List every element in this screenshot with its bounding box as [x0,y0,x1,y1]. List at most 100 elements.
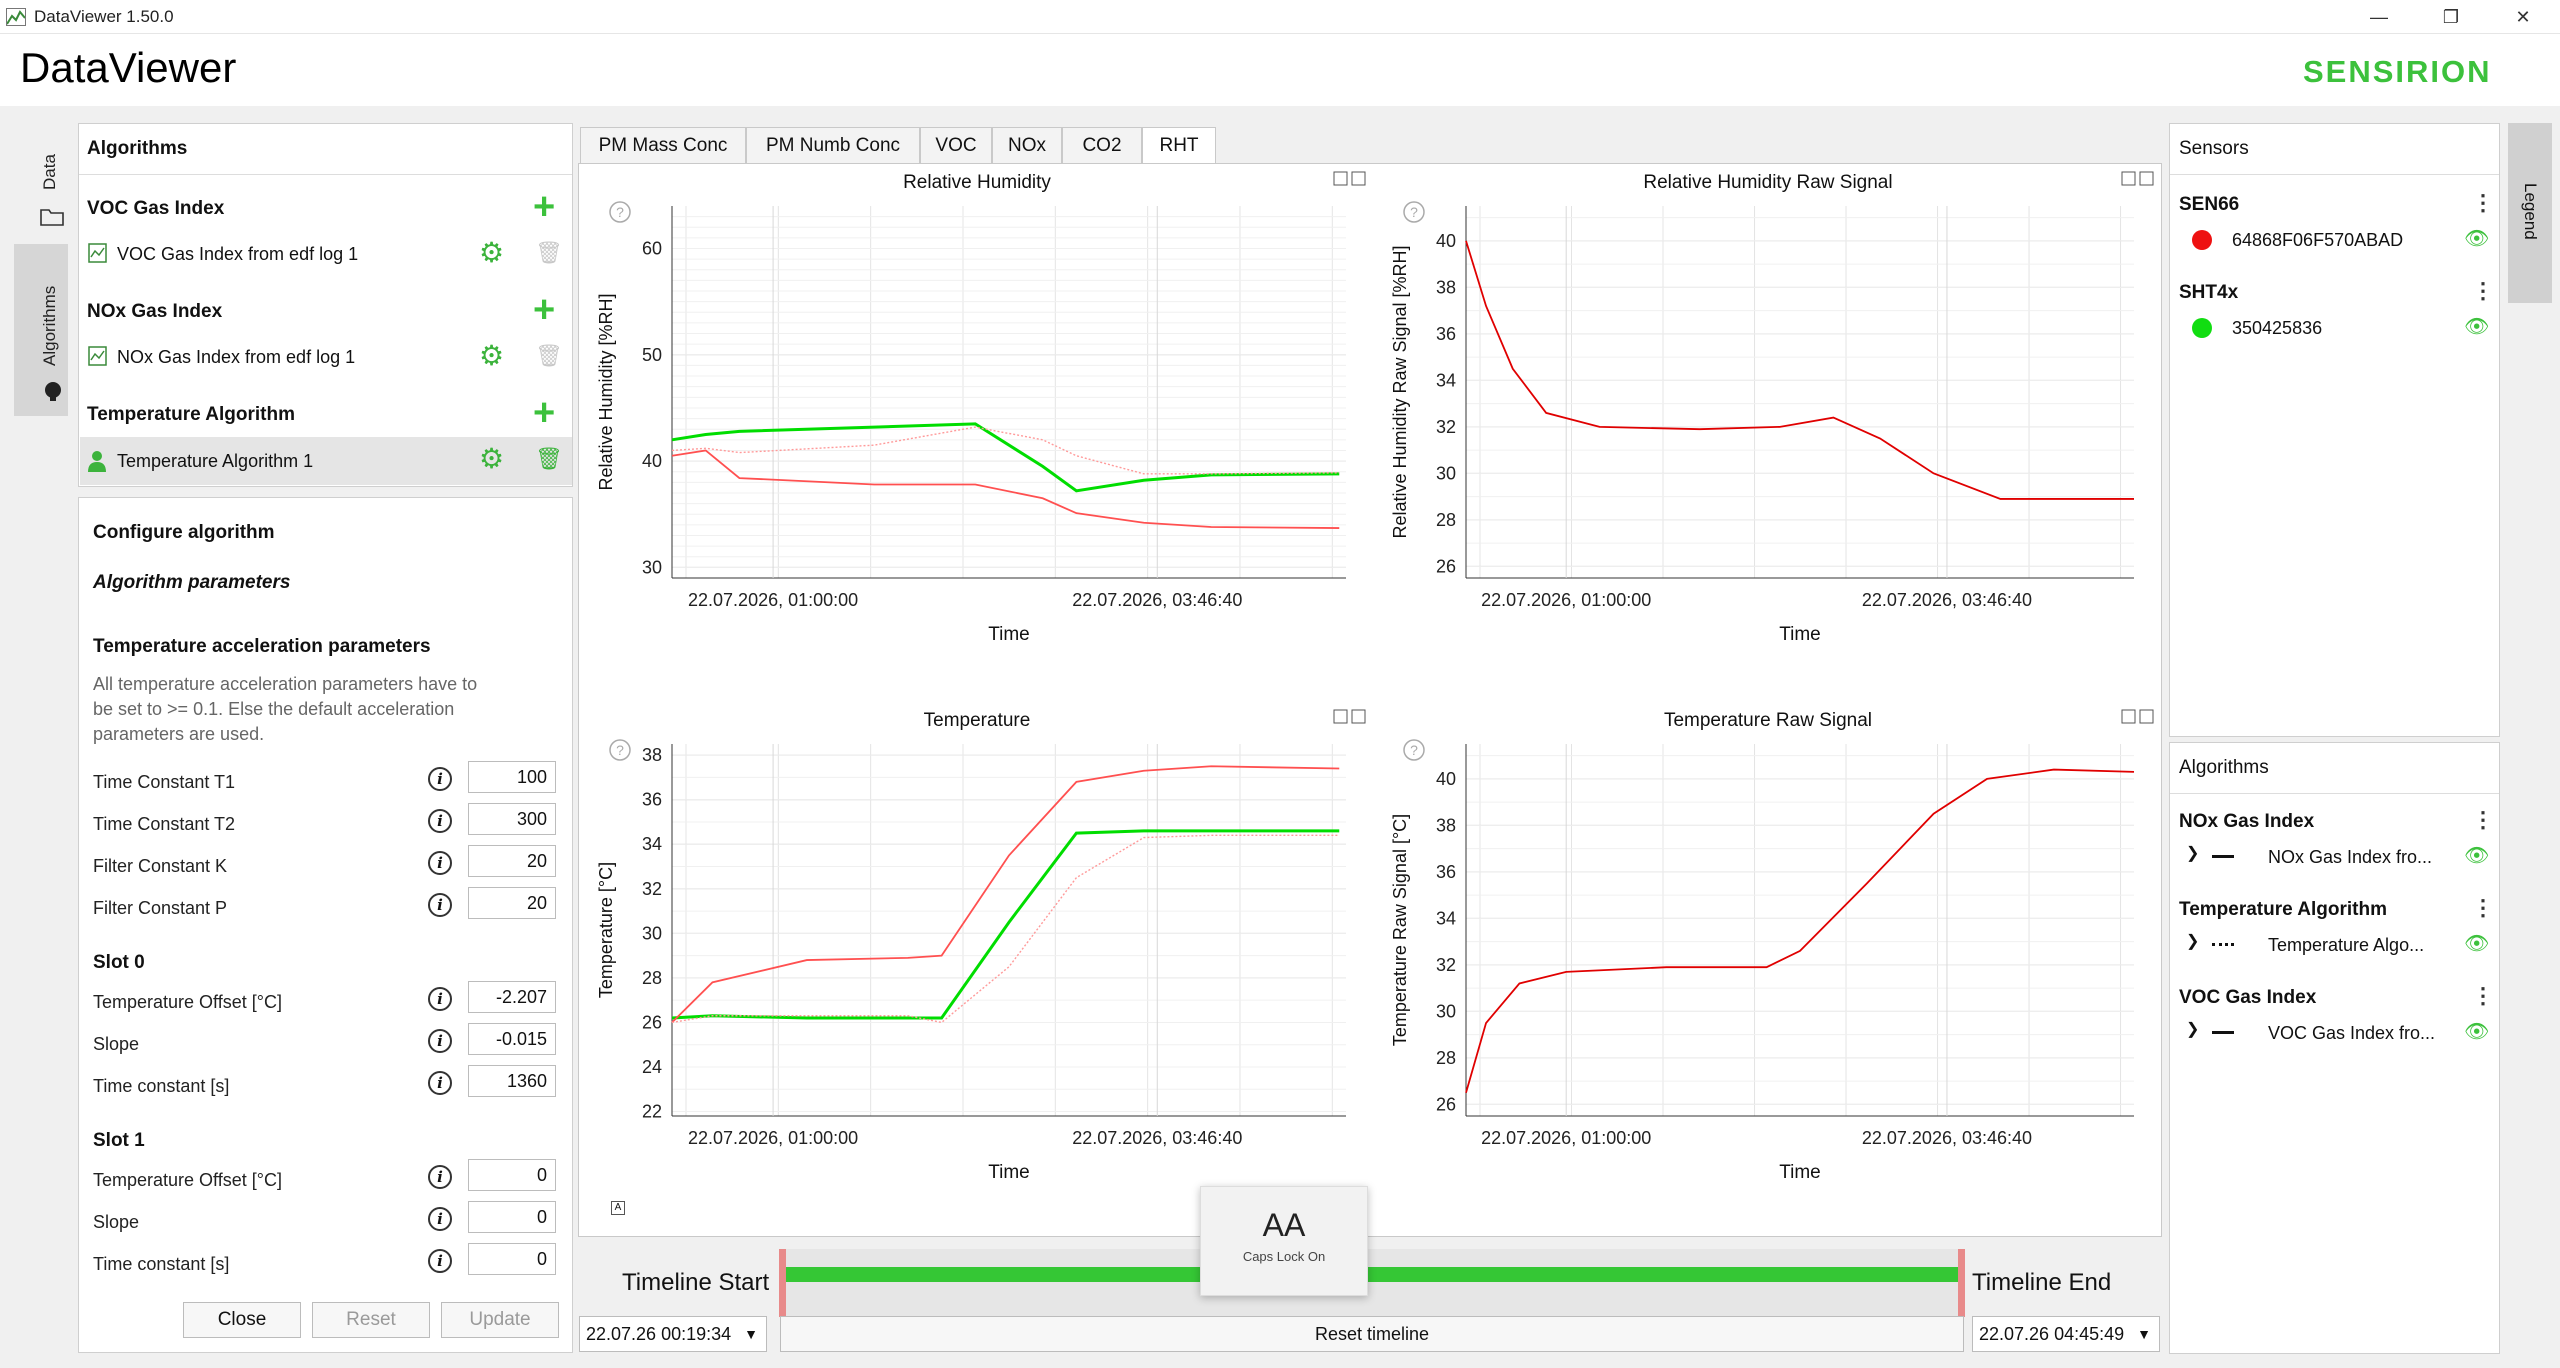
info-icon[interactable]: i [428,1249,452,1273]
timeline-start-handle[interactable] [779,1249,786,1317]
nox-delete-trash-icon[interactable]: 🗑 [535,343,563,368]
help-icon[interactable] [1403,739,1425,761]
tab-pm-numb-conc[interactable]: PM Numb Conc [746,127,920,164]
timeline-end-handle[interactable] [1958,1249,1965,1317]
rail-tab-legend[interactable]: Legend [2508,123,2552,303]
undock-icon[interactable] [2121,171,2136,186]
undock-icon[interactable] [1333,171,1348,186]
info-icon[interactable]: i [428,1071,452,1095]
time-constant-t1-input[interactable]: 100 [468,761,556,793]
x-tick-label: 22.07.2026, 03:46:40 [1862,590,2032,610]
undock-icon[interactable] [1333,709,1348,724]
minimize-button[interactable]: — [2370,7,2388,27]
info-icon[interactable]: i [428,809,452,833]
timeline-start-value: 22.07.26 00:19:34 [586,1324,732,1344]
info-icon[interactable]: i [428,1207,452,1231]
voc-algorithm-item[interactable]: VOC Gas Index from edf log 1 [117,244,359,264]
tab-nox[interactable]: NOx [992,127,1062,164]
timeline-start-select[interactable]: 22.07.26 00:19:34 ▼ [579,1316,767,1352]
eye-icon[interactable]: 👁 [2464,1021,2490,1043]
eye-icon[interactable]: 👁 [2464,933,2490,955]
info-icon[interactable]: i [428,1165,452,1189]
update-button[interactable]: Update [441,1302,559,1338]
chart-svg[interactable]: Relative Humidity? 30 40 50 60 22.07.2026, 01… [582,166,1372,698]
chevron-right-icon[interactable]: ❯ [2186,933,2200,950]
timeline-track[interactable] [779,1249,1965,1317]
info-icon[interactable]: i [428,767,452,791]
chevron-right-icon[interactable]: ❯ [2186,1021,2200,1038]
slot0-slope-input[interactable]: -0.015 [468,1023,556,1055]
chart-svg[interactable]: Temperature Raw Signal? 26 28 30 32 34 36 38 40 2… [1376,704,2160,1236]
chart-panel[interactable]: Temperature? 22 24 26 28 30 32 34 36 38 22.07.2026… [582,704,1372,1236]
info-icon[interactable]: i [428,893,452,917]
filter-constant-k-input[interactable]: 20 [468,845,556,877]
kebab-menu-icon[interactable]: ⋮ [2472,807,2494,832]
chart-panel[interactable]: Relative Humidity Raw Signal? 26 28 30 32 34 3… [1376,166,2160,698]
chart-title: Relative Humidity Raw Signal [1643,172,1892,193]
help-icon[interactable] [609,201,631,223]
chart-panel[interactable]: Relative Humidity? 30 40 50 60 22.07.2026, 01… [582,166,1372,698]
slot1-time-constant-input[interactable]: 0 [468,1243,556,1275]
kebab-menu-icon[interactable]: ⋮ [2472,895,2494,920]
undock-icon[interactable] [2121,709,2136,724]
nox-algorithm-item[interactable]: NOx Gas Index from edf log 1 [117,347,356,367]
voc-settings-gear-icon[interactable]: ⚙ [479,237,505,268]
slot0-time-constant-input[interactable]: 1360 [468,1065,556,1097]
close-chart-icon[interactable] [1351,709,1366,724]
filter-constant-p-input[interactable]: 20 [468,887,556,919]
y-tick-label: 26 [642,1012,662,1032]
close-window-button[interactable]: ✕ [2515,7,2531,27]
x-axis-label: Time [988,624,1030,645]
rail-tab-algorithms[interactable]: Algorithms [14,244,68,416]
kebab-menu-icon[interactable]: ⋮ [2472,278,2494,303]
temperature-algorithm-row[interactable]: Temperature Algorithm 1 ⚙ 🗑 [80,437,572,485]
slot1-slope-input[interactable]: 0 [468,1201,556,1233]
reset-button[interactable]: Reset [312,1302,430,1338]
tab-rht[interactable]: RHT [1142,127,1216,164]
add-nox-algorithm-button[interactable]: + [533,289,556,331]
maximize-button[interactable]: ❐ [2442,7,2460,27]
autoscale-icon[interactable]: A [611,1201,625,1215]
tab-co2[interactable]: CO2 [1062,127,1142,164]
slot0-temperature-offset-input[interactable]: -2.207 [468,981,556,1013]
help-icon[interactable] [609,739,631,761]
help-icon-glyph: ? [616,742,624,758]
kebab-menu-icon[interactable]: ⋮ [2472,190,2494,215]
close-chart-icon[interactable] [1351,171,1366,186]
tab-pm-mass-conc[interactable]: PM Mass Conc [580,127,746,164]
info-icon[interactable]: i [428,1029,452,1053]
close-chart-icon[interactable] [2139,171,2154,186]
temperature-delete-trash-icon[interactable]: 🗑 [535,446,563,471]
tab-voc[interactable]: VOC [920,127,992,164]
eye-icon[interactable]: 👁 [2464,228,2490,250]
legend-item-label: Temperature Algo... [2268,935,2425,955]
voc-delete-trash-icon[interactable]: 🗑 [535,240,563,265]
slot1-temperature-offset-input[interactable]: 0 [468,1159,556,1191]
chart-svg[interactable]: Temperature? 22 24 26 28 30 32 34 36 38 22.07.2026… [582,704,1372,1236]
rail-tab-data[interactable]: Data [14,130,68,240]
close-button[interactable]: Close [183,1302,301,1338]
log-icon [88,346,107,366]
add-temperature-algorithm-button[interactable]: + [533,392,556,434]
info-icon[interactable]: i [428,851,452,875]
nox-settings-gear-icon[interactable]: ⚙ [479,340,505,371]
sensor-color-dot[interactable] [2192,318,2212,338]
timeline-range-bar[interactable] [779,1267,1965,1282]
info-icon[interactable]: i [428,987,452,1011]
chevron-right-icon[interactable]: ❯ [2186,845,2200,862]
chart-panel[interactable]: Temperature Raw Signal? 26 28 30 32 34 36 38 40 2… [1376,704,2160,1236]
param-label: Temperature Offset [°C] [93,1170,282,1190]
eye-icon[interactable]: 👁 [2464,845,2490,867]
kebab-menu-icon[interactable]: ⋮ [2472,983,2494,1008]
add-voc-algorithm-button[interactable]: + [533,186,556,228]
timeline-end-select[interactable]: 22.07.26 04:45:49 ▼ [1972,1316,2160,1352]
close-chart-icon[interactable] [2139,709,2154,724]
time-constant-t2-input[interactable]: 300 [468,803,556,835]
configure-panel: Configure algorithm Algorithm parameters… [78,497,573,1353]
reset-timeline-button[interactable]: Reset timeline [780,1316,1964,1352]
sensor-color-dot[interactable] [2192,230,2212,250]
help-icon[interactable] [1403,201,1425,223]
chart-svg[interactable]: Relative Humidity Raw Signal? 26 28 30 32 34 3… [1376,166,2160,698]
eye-icon[interactable]: 👁 [2464,316,2490,338]
temperature-settings-gear-icon[interactable]: ⚙ [479,443,505,474]
